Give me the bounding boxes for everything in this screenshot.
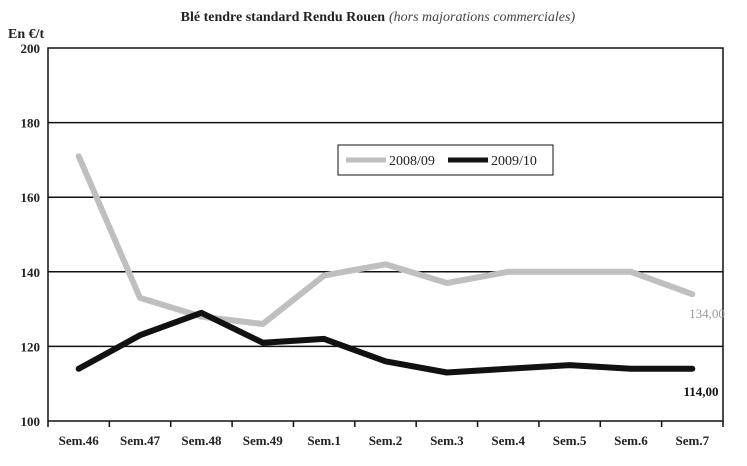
series-line-2009-10 xyxy=(75,309,696,376)
x-tick-label: Sem.46 xyxy=(59,433,100,448)
x-tick-label: Sem.3 xyxy=(430,433,464,448)
x-tick-label: Sem.1 xyxy=(307,433,341,448)
y-tick-label: 120 xyxy=(21,339,41,354)
y-tick-labels: 100 120 140 160 180 200 xyxy=(21,41,41,429)
x-tick-label: Sem.48 xyxy=(181,433,222,448)
legend-label-2008-09: 2008/09 xyxy=(389,154,435,169)
series-lines xyxy=(75,153,696,376)
plot-frame xyxy=(47,47,724,422)
x-tick-label: Sem.4 xyxy=(491,433,525,448)
x-tick-labels: Sem.46 Sem.47 Sem.48 Sem.49 Sem.1 Sem.2 Sem.3 S… xyxy=(47,421,724,448)
x-tick-label: Sem.7 xyxy=(676,433,710,448)
y-tick-label: 200 xyxy=(21,41,41,56)
x-tick-label: Sem.49 xyxy=(243,433,284,448)
x-tick-label: Sem.2 xyxy=(369,433,403,448)
x-tick-label: Sem.6 xyxy=(614,433,648,448)
end-label-2009-10: 114,00 xyxy=(683,384,718,399)
x-tick-label: Sem.5 xyxy=(553,433,587,448)
y-tick-label: 180 xyxy=(21,116,41,131)
chart-title: Blé tendre standard Rendu Rouen xyxy=(181,10,386,25)
series-line-2008-09 xyxy=(75,153,696,327)
y-tick-label: 160 xyxy=(21,190,41,205)
y-tick-label: 140 xyxy=(21,265,41,280)
y-tick-label: 100 xyxy=(21,414,41,429)
chart-subtitle: (hors majorations commerciales) xyxy=(389,10,575,25)
legend: 2008/09 2009/10 xyxy=(337,144,554,176)
legend-label-2009-10: 2009/10 xyxy=(491,154,537,169)
x-tick-label: Sem.47 xyxy=(120,433,161,448)
y-axis-label: En €/t xyxy=(8,27,45,42)
end-label-2008-09: 134,00 xyxy=(689,306,725,321)
